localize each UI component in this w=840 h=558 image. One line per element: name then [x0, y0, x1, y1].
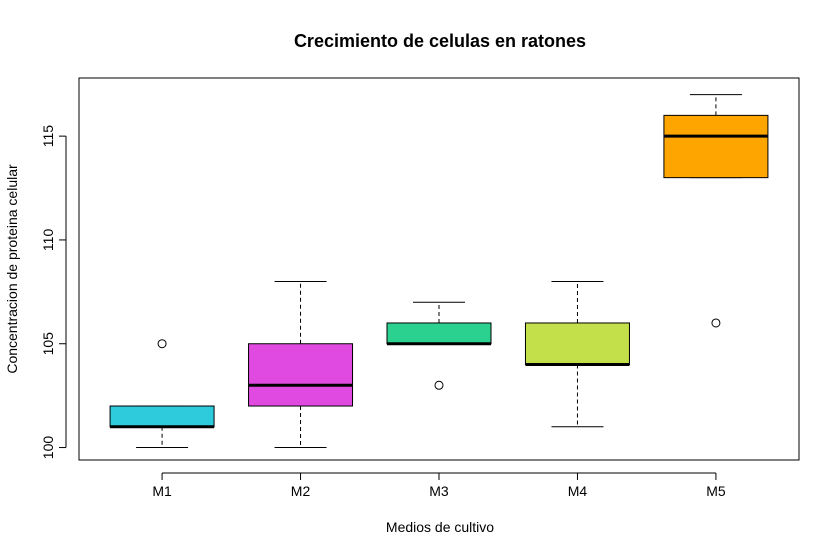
x-tick-label: M4	[568, 483, 588, 499]
box-m1	[109, 339, 215, 449]
x-tick-label: M2	[291, 483, 311, 499]
x-tick-label: M3	[429, 483, 449, 499]
outlier-point	[434, 380, 444, 390]
box-rect	[663, 114, 769, 179]
box-m4	[524, 280, 630, 428]
box-m5	[663, 94, 769, 328]
y-axis: 100 105 110 115	[40, 125, 67, 460]
x-axis-label: Medios de cultivo	[386, 519, 494, 535]
outlier-point	[711, 318, 721, 328]
y-tick-label: 110	[40, 229, 56, 252]
box-rect	[524, 322, 630, 366]
outlier-point	[157, 339, 167, 349]
box-m2	[248, 280, 354, 449]
plot-frame	[78, 77, 800, 461]
y-tick-label: 100	[40, 436, 56, 460]
boxes-group	[109, 94, 769, 449]
chart-title: Crecimiento de celulas en ratones	[294, 31, 586, 51]
box-rect	[109, 405, 215, 428]
x-axis: M1 M2 M3 M4 M5	[152, 472, 726, 499]
y-tick-label: 115	[40, 125, 56, 148]
x-tick-label: M5	[706, 483, 726, 499]
y-axis-label: Concentracion de proteina celular	[4, 164, 20, 374]
box-rect	[248, 343, 354, 407]
y-tick-label: 105	[40, 332, 56, 356]
box-m3	[386, 301, 492, 390]
x-tick-label: M1	[152, 483, 172, 499]
box-rect	[386, 322, 492, 345]
